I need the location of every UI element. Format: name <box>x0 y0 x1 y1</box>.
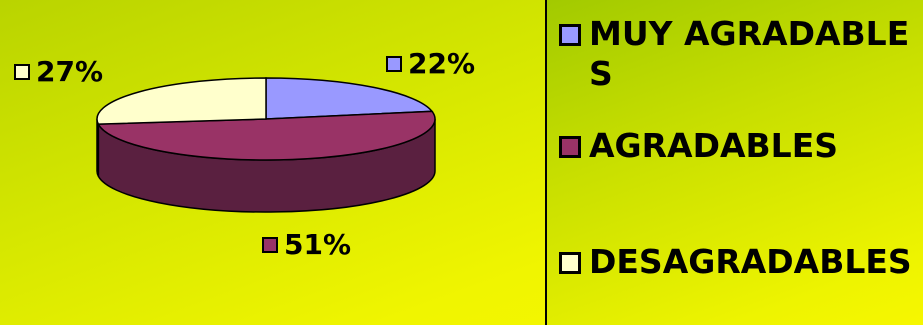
pie-slice-desagradables <box>96 77 267 125</box>
pie-slice-agradables <box>97 110 436 161</box>
legend: MUY AGRADABLES AGRADABLES DESAGRADABLES <box>545 0 923 325</box>
legend-swatch-agradables-icon <box>262 237 278 253</box>
data-label-agradables: 51% <box>262 231 351 259</box>
legend-swatch-muy-agradables-icon <box>386 56 402 72</box>
pie-slice-muy-agradables <box>265 77 434 120</box>
data-label-desagradables: 27% <box>14 58 103 86</box>
legend-swatch-icon <box>559 252 581 274</box>
pie-chart <box>96 77 436 213</box>
legend-swatch-desagradables-icon <box>14 64 30 80</box>
pie-side-desagradables <box>96 118 100 177</box>
data-label-muy-agradables: 22% <box>386 50 475 78</box>
legend-swatch-icon <box>559 136 581 158</box>
legend-label: MUY AGRADABLES <box>589 14 910 93</box>
legend-label: AGRADABLES <box>589 126 838 165</box>
legend-label: DESAGRADABLES <box>589 242 912 281</box>
legend-item-muy-agradables: MUY AGRADABLES <box>559 14 919 94</box>
legend-item-agradables: AGRADABLES <box>559 126 919 166</box>
legend-swatch-icon <box>559 24 581 46</box>
plot-area: 27% 22% 51% <box>14 50 475 259</box>
legend-item-desagradables: DESAGRADABLES <box>559 242 919 282</box>
